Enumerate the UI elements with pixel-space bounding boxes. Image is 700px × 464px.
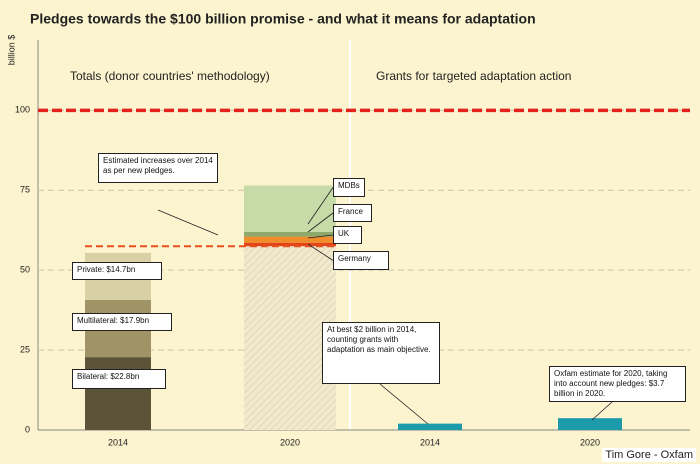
series-callout: Germany: [333, 251, 389, 270]
bar-segment: [244, 185, 336, 232]
bar-segment: [244, 246, 336, 430]
y-tick-label: 0: [25, 424, 30, 434]
annotation: Oxfam estimate for 2020, taking into acc…: [549, 366, 686, 402]
annotation: Estimated increases over 2014 as per new…: [98, 153, 218, 183]
leader-line: [307, 234, 334, 239]
series-callout: MDBs: [333, 178, 365, 197]
source: Tim Gore - Oxfam: [602, 448, 696, 462]
x-tick-label: 2020: [280, 437, 300, 447]
bar-segment: [244, 242, 336, 247]
y-axis-label: billion $: [6, 35, 16, 66]
y-tick-label: 100: [15, 105, 30, 115]
panel-title: Grants for targeted adaptation action: [376, 69, 571, 83]
y-tick-label: 75: [20, 185, 30, 195]
x-tick-label: 2020: [580, 437, 600, 447]
leader-line: [307, 243, 334, 261]
chart-title: Pledges towards the $100 billion promise…: [30, 11, 536, 27]
series-callout: UK: [333, 226, 362, 244]
bar-segment: [244, 231, 336, 237]
series-callout: France: [333, 204, 372, 222]
leader-line: [307, 187, 334, 225]
leader-line: [307, 212, 334, 233]
y-tick-label: 25: [20, 344, 30, 354]
x-tick-label: 2014: [108, 437, 128, 447]
x-tick-label: 2014: [420, 437, 440, 447]
bar-segment: [558, 418, 622, 430]
value-label: Multilateral: $17.9bn: [72, 313, 172, 331]
bar-segment: [244, 236, 336, 243]
value-label: Bilateral: $22.8bn: [72, 369, 166, 389]
leader-line: [157, 209, 219, 236]
leader-line: [379, 383, 429, 425]
panel-title: Totals (donor countries' methodology): [70, 69, 270, 83]
value-label: Private: $14.7bn: [72, 262, 162, 280]
bar-segment: [398, 423, 462, 430]
leader-line: [591, 401, 613, 421]
annotation: At best $2 billion in 2014, counting gra…: [322, 322, 440, 384]
y-tick-label: 50: [20, 265, 30, 275]
